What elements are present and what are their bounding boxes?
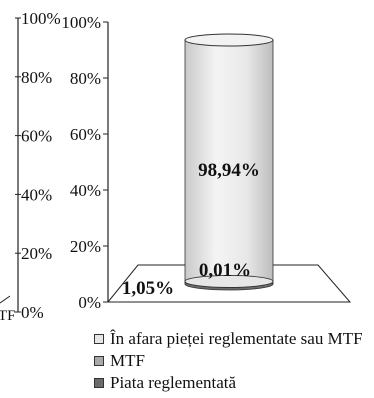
legend-label: MTF — [110, 351, 145, 370]
legend-item: Piata reglementată — [94, 372, 363, 394]
y-axis-tick-label: 80% — [70, 69, 101, 88]
legend-swatch — [94, 378, 104, 388]
y-axis-tick-label: 60% — [70, 125, 101, 144]
left-axis-tick-label: 80% — [21, 68, 52, 87]
left-axis-tick-label: 100% — [21, 9, 61, 28]
legend-swatch — [94, 334, 104, 344]
left-axis-tick-label: 60% — [21, 127, 52, 146]
y-axis-tick-label: 0% — [78, 293, 101, 312]
chart-legend: În afara pieței reglementate sau MTF MTF P… — [94, 328, 363, 394]
left-chart-floor-fragment — [0, 295, 11, 304]
left-category-label: TF — [0, 308, 16, 324]
cylinder-bar — [184, 33, 274, 291]
left-axis-tick-label: 20% — [21, 244, 52, 263]
left-axis-tick-label: 0% — [21, 303, 44, 322]
legend-label: Piata reglementată — [110, 373, 237, 392]
y-axis-tick-label: 40% — [70, 181, 101, 200]
cylinder-segment-base — [184, 275, 274, 288]
legend-label: În afara pieței reglementate sau MTF — [110, 329, 363, 348]
data-label: 98,94% — [198, 160, 260, 181]
cylinder-top-cap — [184, 33, 274, 47]
data-label: 1,05% — [122, 278, 174, 299]
data-labels: 98,94% 0,01% 1,05% — [122, 160, 260, 299]
legend-item: MTF — [94, 350, 363, 372]
y-axis-tick-label: 100% — [61, 13, 101, 32]
main-y-axis: 0% 20% 40% 60% 80% 100% — [61, 13, 109, 312]
data-label: 0,01% — [199, 260, 251, 281]
y-axis-tick-label: 20% — [70, 237, 101, 256]
legend-item: În afara pieței reglementate sau MTF — [94, 328, 363, 350]
cylinder-segment — [184, 39, 274, 282]
left-axis-tick-label: 40% — [21, 185, 52, 204]
legend-swatch — [94, 356, 104, 366]
left-partial-axis: 0% 20% 40% 60% 80% 100% TF — [0, 9, 61, 324]
